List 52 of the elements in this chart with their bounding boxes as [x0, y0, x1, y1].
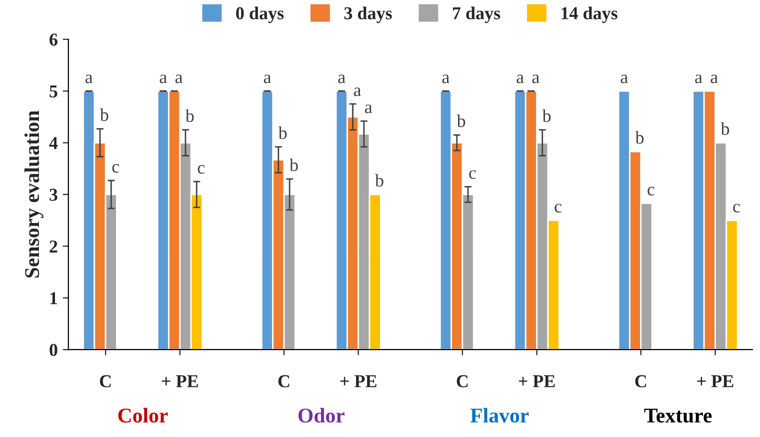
data-label: a	[442, 74, 450, 84]
data-label: a	[338, 74, 346, 84]
legend-label: 3 days	[344, 6, 392, 24]
x-tick-label: C	[635, 375, 646, 388]
x-tick-label: + PE	[518, 375, 555, 388]
data-label: a	[85, 74, 93, 84]
data-label: c	[198, 165, 205, 174]
legend-label: 0 days	[236, 6, 284, 24]
data-label: b	[278, 126, 287, 140]
x-tick-label: + PE	[697, 375, 734, 388]
data-label: a	[264, 74, 272, 84]
data-label: c	[469, 170, 476, 179]
text: Odor	[298, 408, 344, 423]
x-tick-label: C	[100, 375, 111, 388]
y-tick-label: 3	[50, 188, 58, 201]
y-tick-label: 2	[50, 240, 58, 252]
data-label: a	[532, 74, 540, 84]
x-tick-label: C	[278, 375, 290, 388]
y-tick-label: 6	[50, 34, 58, 46]
data-label: a	[354, 88, 361, 96]
y-tick-label: 4	[49, 137, 58, 150]
y-axis-title: Sensory evaluation	[24, 110, 44, 278]
data-label: b	[375, 174, 384, 187]
data-label: c	[733, 204, 740, 213]
data-label: b	[720, 122, 730, 135]
legend-label: 7 days	[452, 6, 500, 24]
text: Texture	[644, 408, 712, 423]
data-label: b	[100, 108, 108, 121]
y-tick-label: 0	[50, 344, 58, 356]
data-label: a	[160, 74, 167, 84]
data-label: b	[635, 131, 644, 144]
text: Flavor	[470, 408, 529, 423]
data-label: c	[554, 204, 562, 213]
data-label: a	[365, 104, 372, 114]
legend-label: 14 days	[562, 6, 618, 24]
data-label: b	[290, 158, 298, 172]
data-label: b	[456, 114, 466, 128]
data-label: a	[695, 74, 702, 84]
x-tick-label: + PE	[162, 375, 198, 388]
x-tick-label: C	[456, 375, 468, 388]
data-label: a	[710, 74, 718, 84]
data-label: a	[516, 74, 524, 84]
data-label: b	[185, 109, 194, 122]
y-tick-label: 1	[50, 292, 58, 304]
x-tick-label: + PE	[340, 375, 376, 388]
text: Color	[118, 408, 168, 423]
data-label: a	[175, 74, 183, 84]
data-label: a	[620, 74, 628, 84]
data-label: b	[542, 109, 551, 122]
data-label: c	[648, 186, 654, 196]
y-tick-label: 5	[50, 85, 58, 98]
data-label: c	[112, 164, 120, 173]
